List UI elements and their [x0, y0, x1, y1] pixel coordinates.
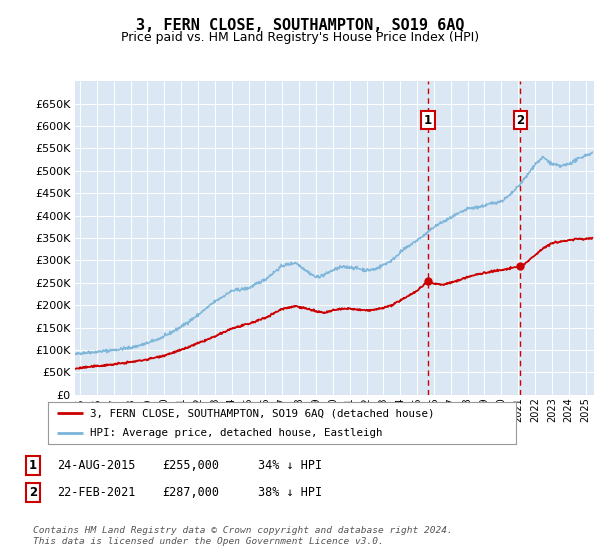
Text: 38% ↓ HPI: 38% ↓ HPI: [258, 486, 322, 500]
Text: 2: 2: [516, 114, 524, 127]
Text: Price paid vs. HM Land Registry's House Price Index (HPI): Price paid vs. HM Land Registry's House …: [121, 31, 479, 44]
Text: Contains HM Land Registry data © Crown copyright and database right 2024.
This d: Contains HM Land Registry data © Crown c…: [33, 526, 453, 546]
Text: 2: 2: [29, 486, 37, 500]
Text: 3, FERN CLOSE, SOUTHAMPTON, SO19 6AQ: 3, FERN CLOSE, SOUTHAMPTON, SO19 6AQ: [136, 18, 464, 33]
Text: 3, FERN CLOSE, SOUTHAMPTON, SO19 6AQ (detached house): 3, FERN CLOSE, SOUTHAMPTON, SO19 6AQ (de…: [90, 408, 434, 418]
Text: 1: 1: [424, 114, 432, 127]
Text: 22-FEB-2021: 22-FEB-2021: [57, 486, 136, 500]
Text: 34% ↓ HPI: 34% ↓ HPI: [258, 459, 322, 473]
Text: 1: 1: [29, 459, 37, 473]
Text: £255,000: £255,000: [162, 459, 219, 473]
Text: £287,000: £287,000: [162, 486, 219, 500]
Text: HPI: Average price, detached house, Eastleigh: HPI: Average price, detached house, East…: [90, 428, 383, 438]
Text: 24-AUG-2015: 24-AUG-2015: [57, 459, 136, 473]
